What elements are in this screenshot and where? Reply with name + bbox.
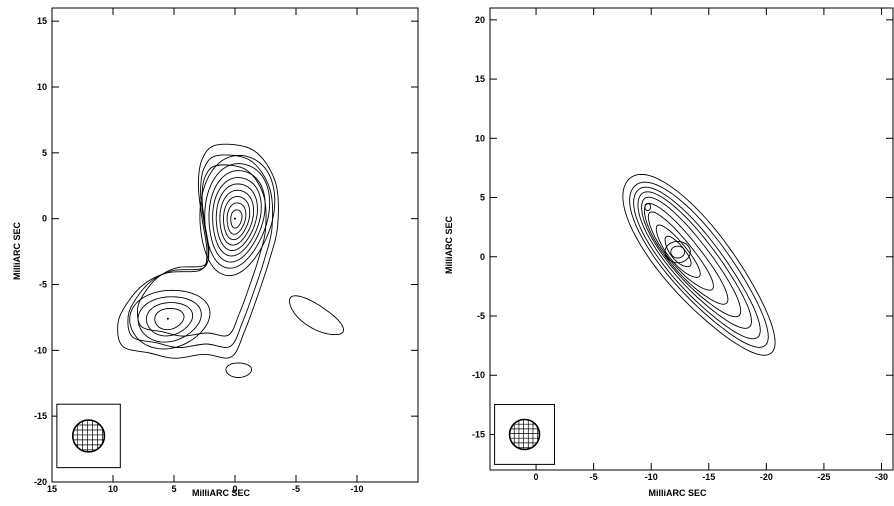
contour-jet-ring (629, 181, 769, 348)
contour-core-ring (215, 183, 258, 251)
contour-core-ring (226, 202, 247, 235)
contour-se-ring (145, 302, 194, 337)
contour-core-ring (230, 209, 243, 229)
x-tick-label: 0 (232, 484, 237, 494)
x-tick-label: 5 (171, 484, 176, 494)
x-axis-title: MilliARC SEC (648, 488, 707, 498)
y-tick-label: 5 (42, 148, 47, 158)
beam-inset (494, 404, 555, 465)
contour-jet-ring (622, 173, 776, 356)
contour-jet-ring (647, 211, 714, 291)
y-tick-label: -10 (472, 370, 485, 380)
y-axis-title: MilliARC SEC (444, 216, 454, 275)
x-tick-label: 0 (534, 472, 539, 482)
y-tick-label: 0 (42, 214, 47, 224)
contour-jet-ring (643, 203, 729, 305)
contour-jet-ring (637, 191, 752, 329)
x-tick-label: -20 (760, 472, 773, 482)
core-peak-marker (234, 217, 236, 220)
contour-core-ring (212, 177, 262, 257)
contour-core-ring (223, 196, 251, 241)
y-tick-label: -20 (34, 477, 47, 487)
contour-jet-ring (641, 196, 742, 318)
contour-jet-ring (664, 235, 692, 268)
x-axis-title: MilliARC SEC (192, 488, 251, 498)
y-tick-label: 15 (37, 16, 47, 26)
y-tick-label: -15 (472, 429, 485, 439)
plot-frame (489, 7, 894, 471)
contour-se-ring (129, 289, 211, 350)
contour-core-ring (208, 170, 266, 263)
contour-peak-ring (670, 245, 686, 259)
beam-inset (56, 403, 121, 469)
contour-core-ring (199, 154, 276, 277)
contour-peak-ring (664, 241, 691, 264)
contour-south-island (225, 362, 253, 378)
y-tick-label: 20 (475, 15, 485, 25)
x-tick-label: -10 (645, 472, 658, 482)
y-tick-label: 10 (475, 133, 485, 143)
contour-ne-knot (644, 203, 652, 212)
y-axis-title: MilliARC SEC (12, 222, 22, 281)
contour-jet-ring (633, 186, 761, 340)
x-tick-label: -10 (350, 484, 363, 494)
y-tick-label: 5 (480, 193, 485, 203)
contour-outer-envelope (117, 143, 279, 359)
x-tick-label: 10 (108, 484, 118, 494)
x-tick-label: -25 (817, 472, 830, 482)
contour-jet-ring (655, 224, 701, 278)
contour-panel-left: 15 10 5 0 -5 -10 15 10 5 0 -5 -10 -15 -20 MilliARC SEC… (12, 7, 419, 498)
y-tick-label: -15 (34, 411, 47, 421)
y-tick-label: 15 (475, 74, 485, 84)
y-tick-label: -10 (34, 345, 47, 355)
contour-panel-right: 0 -5 -10 -15 -20 -25 -30 20 15 10 5 0 -5 -10 -15 MilliA… (444, 7, 894, 498)
contour-core-ring (204, 163, 271, 269)
y-tick-label: -5 (477, 311, 485, 321)
x-tick-label: -15 (702, 472, 715, 482)
contour-sw-island (288, 295, 345, 336)
x-tick-label: 15 (47, 484, 57, 494)
beam-ellipse (508, 418, 541, 451)
x-tick-label: -5 (590, 472, 598, 482)
y-tick-label: 0 (480, 252, 485, 262)
y-tick-label: 10 (37, 82, 47, 92)
se-peak-marker (166, 317, 169, 320)
x-tick-label: -30 (875, 472, 888, 482)
contour-se-ring (137, 296, 202, 343)
contour-core-ring (219, 189, 255, 246)
beam-ellipse (71, 419, 106, 453)
y-tick-label: -5 (39, 280, 47, 290)
contour-se-ring (154, 307, 185, 331)
x-tick-label: -5 (292, 484, 300, 494)
